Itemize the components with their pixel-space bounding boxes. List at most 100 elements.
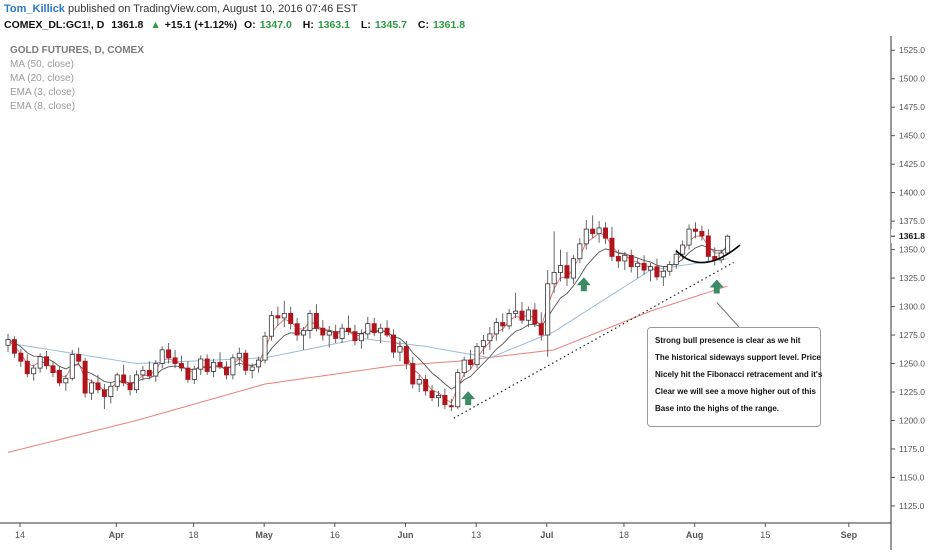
candle-body [166,349,172,359]
annotation-line: Strong bull presence is clear as we hit [655,336,801,345]
price-chart[interactable]: 1125.0 1150.0 1175.0 1200.0 1225.0 1250.0 1275… [0,36,932,550]
legend-item-ma20[interactable]: MA (20, close) [10,73,74,84]
candle [397,340,403,362]
candle-body [384,327,390,336]
candle [50,361,56,378]
support-trendline [453,261,734,419]
candle-body [204,358,210,372]
last-price: 1361.8 [111,19,144,31]
y-tick-label: 1425.0 [899,159,925,169]
legend-item-ma50[interactable]: MA (50, close) [10,59,74,70]
author-link[interactable]: Tom_Killick [4,3,65,15]
y-tick-label: 1525.0 [899,45,925,55]
candle [448,398,454,412]
candle-body [615,256,621,262]
low-label: L: [360,19,371,31]
candle [455,369,461,410]
candle [474,343,480,369]
symbol-label[interactable]: COMEX_DL:GC1!, D [4,19,105,31]
candle [146,361,152,380]
candle-body [686,228,692,246]
candle [37,353,43,373]
candle [461,356,467,378]
candle-body [217,361,223,368]
candle [519,301,525,324]
candle [275,306,281,326]
annotation-line: The historical sideways support level. P… [655,353,821,362]
candle [635,258,641,279]
legend-item-ema8[interactable]: EMA (8, close) [10,101,76,112]
annotation-box[interactable]: Strong bull presence is clear as we hit … [647,327,822,427]
candle [69,349,75,381]
candle-body [172,357,178,364]
candle-body [339,327,345,339]
candle [442,388,448,410]
candle [140,365,146,381]
candle-body [410,363,416,385]
candle [63,374,69,391]
candle [378,323,384,344]
candle-body [191,368,197,380]
candle [429,385,435,402]
candle-body [480,340,486,347]
up-arrow-icon [709,279,724,294]
candle [564,251,570,287]
candle [596,221,602,243]
chart-area[interactable]: 1125.0 1150.0 1175.0 1200.0 1225.0 1250.0 1275… [0,36,932,550]
candle [339,323,345,344]
candle [76,347,82,365]
candle [268,311,274,341]
candle-body [159,349,165,364]
candle [365,316,371,339]
price-tag-bg [891,229,932,244]
candle-body [641,262,647,271]
candle [551,231,557,293]
candle-body [725,235,731,254]
candle [423,374,429,396]
candle [346,315,352,336]
candle-body [365,323,371,335]
candle [172,349,178,369]
candle-body [435,395,441,399]
candle-body [121,374,127,384]
candle [24,354,30,378]
candle-body [95,382,101,391]
candle-body [185,367,191,380]
candle-body [5,339,11,346]
y-tick-label: 1500.0 [899,74,925,84]
y-tick-label: 1300.0 [899,302,925,312]
legend-item-ema3[interactable]: EMA (3, close) [10,87,76,98]
candle [371,317,377,337]
y-tick-label: 1275.0 [899,330,925,340]
candle-body [628,254,634,268]
candle [705,229,711,261]
candle [545,270,551,357]
candle-body [320,327,326,336]
ma20-line [7,258,728,365]
candle-body [146,369,152,377]
candle-body [101,389,107,397]
candle-body [442,395,448,405]
candle [198,355,204,375]
up-arrow-icon [576,277,591,292]
candle-body [352,331,358,342]
candle [673,249,679,269]
candle [660,266,666,287]
price-change: +15.1 (+1.12%) [164,19,238,31]
candle-body [44,356,50,367]
x-tick-label: Jun [397,530,413,540]
candle-body [31,367,37,375]
candle-body [590,228,596,235]
candle [686,224,692,250]
annotation-connector [716,302,740,328]
x-tick-label: 14 [15,530,25,540]
candle-body [256,359,262,368]
candle-body [63,377,69,384]
candle-body [249,366,255,371]
candle-body [127,382,133,391]
candle-body [307,312,313,331]
candle-body [397,346,403,353]
candle [558,249,564,282]
candle-body [558,265,564,273]
candle-body [211,361,217,372]
